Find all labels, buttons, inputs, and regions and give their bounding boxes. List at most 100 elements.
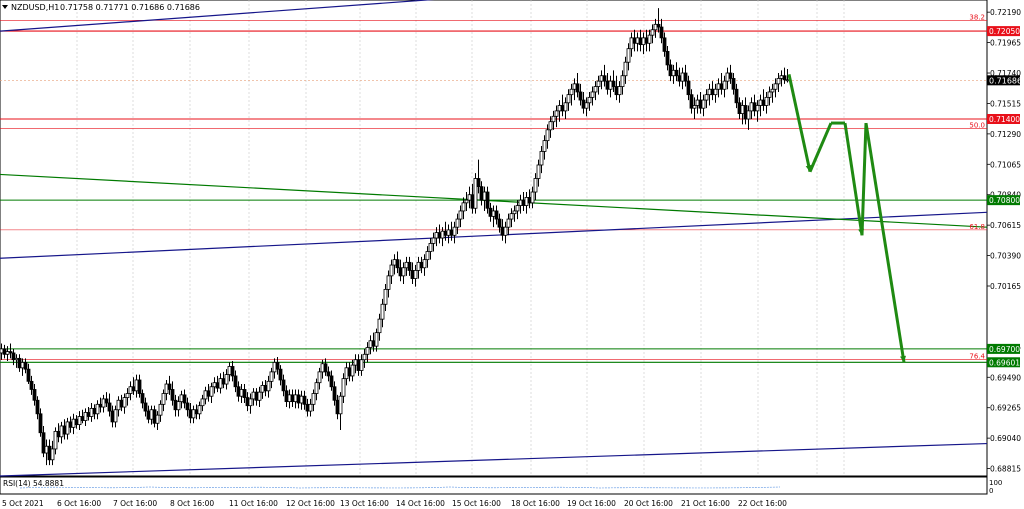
- forecast-arrow-shaft: [860, 123, 868, 236]
- candle: [266, 375, 271, 398]
- candle: [683, 64, 688, 87]
- candle: [365, 342, 370, 363]
- candle: [155, 411, 160, 431]
- candle: [389, 259, 394, 284]
- candle-body: [269, 371, 274, 382]
- candle: [704, 89, 709, 109]
- forecast-arrow-shaft: [787, 74, 812, 173]
- candle-body: [203, 390, 208, 400]
- candle-body: [611, 80, 616, 87]
- candle: [248, 393, 253, 414]
- candle-body: [485, 191, 490, 209]
- price-level-label: 0.69700: [989, 345, 1020, 354]
- candle-body: [212, 382, 217, 388]
- candle-body: [260, 384, 265, 393]
- candle: [662, 32, 667, 57]
- candle: [461, 197, 466, 220]
- candle-body: [188, 409, 193, 419]
- candle-body: [137, 379, 142, 394]
- candle-body: [206, 390, 211, 397]
- candle-body: [704, 94, 709, 101]
- candle: [53, 427, 58, 455]
- price-level-tag: [987, 26, 1020, 37]
- candle-body: [446, 229, 451, 236]
- level-price-labels: 0.72050 0.71400 0.70800 0.69700 0.69601: [987, 26, 1020, 368]
- candle-body: [149, 409, 154, 420]
- candle-body: [44, 445, 49, 454]
- candle-body: [779, 75, 784, 79]
- y-tick-label: 0.71965: [990, 39, 1021, 48]
- candle: [242, 384, 247, 403]
- y-tick-label: 0.68815: [990, 465, 1021, 474]
- candle-body: [482, 191, 487, 201]
- candle: [281, 374, 286, 397]
- candle: [455, 213, 460, 234]
- candlestick-series: [0, 8, 790, 466]
- candle-body: [506, 218, 511, 228]
- candle: [551, 110, 556, 130]
- candle-body: [383, 288, 388, 305]
- candle: [782, 67, 787, 84]
- candle: [161, 389, 166, 412]
- candle: [701, 94, 706, 117]
- candle: [377, 313, 382, 341]
- fib-level-label: 76.4: [969, 353, 985, 361]
- candle-body: [716, 83, 721, 90]
- candle-body: [389, 264, 394, 277]
- candle: [494, 205, 499, 225]
- candle-body: [641, 37, 646, 46]
- candle-body: [707, 88, 712, 96]
- price-level-tag: [987, 343, 1020, 354]
- candle-body: [251, 391, 256, 400]
- candle-body: [752, 102, 757, 112]
- candle-body: [419, 261, 424, 269]
- candle-body: [527, 197, 532, 204]
- candle-body: [29, 380, 34, 390]
- symbol-dropdown-icon[interactable]: [2, 5, 8, 9]
- candle-body: [518, 199, 523, 206]
- candle: [539, 146, 544, 174]
- candle: [314, 378, 319, 401]
- candle: [395, 251, 400, 274]
- candle-body: [254, 391, 259, 401]
- candle-body: [512, 210, 517, 215]
- candle-body: [104, 398, 109, 404]
- candle-body: [95, 403, 100, 415]
- candle: [425, 246, 430, 268]
- candle-body: [425, 251, 430, 261]
- candle: [332, 381, 337, 406]
- candle: [275, 357, 280, 375]
- candle-body: [176, 401, 181, 411]
- candle-body: [56, 430, 61, 438]
- candle-body: [728, 72, 733, 79]
- candle-body: [470, 194, 475, 209]
- candle-body: [371, 340, 376, 347]
- candle-body: [761, 99, 766, 106]
- candle: [308, 398, 313, 417]
- candle: [659, 18, 664, 44]
- candle-body: [722, 80, 727, 90]
- x-tick-label: 7 Oct 16:00: [113, 499, 157, 508]
- candle: [497, 213, 502, 233]
- candle-body: [239, 389, 244, 397]
- candle-body: [119, 399, 124, 408]
- candle-body: [467, 194, 472, 201]
- candle-body: [59, 425, 64, 438]
- candle-body: [551, 115, 556, 123]
- candle-body: [749, 102, 754, 112]
- candle: [341, 373, 346, 403]
- candle-body: [530, 191, 535, 204]
- candle-body: [701, 99, 706, 109]
- candle-body: [431, 237, 436, 244]
- candle: [542, 135, 547, 160]
- candle: [674, 62, 679, 82]
- candle: [731, 73, 736, 95]
- trend-line-lower-channel: [0, 442, 988, 477]
- candle: [515, 200, 520, 220]
- candle-body: [356, 359, 361, 371]
- candle-body: [770, 88, 775, 93]
- candle-body: [455, 218, 460, 228]
- candle: [452, 221, 457, 244]
- candle: [656, 8, 661, 33]
